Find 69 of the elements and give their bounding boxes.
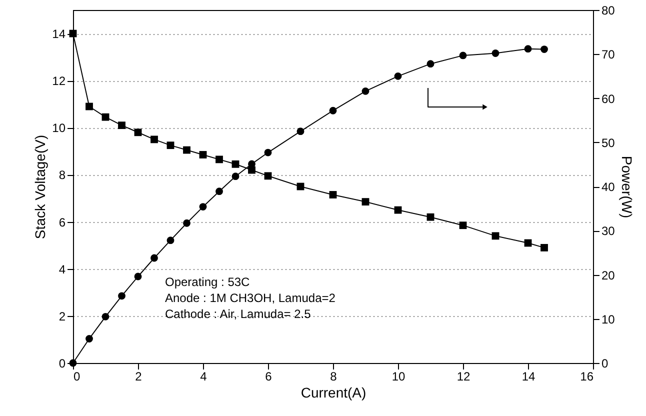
point xyxy=(216,188,223,196)
point xyxy=(524,45,532,53)
point xyxy=(394,72,402,80)
point xyxy=(540,46,548,53)
x-axis-title: Current(A) xyxy=(300,384,366,400)
point xyxy=(296,128,304,136)
point xyxy=(166,142,174,150)
point xyxy=(150,136,158,144)
point xyxy=(426,213,434,221)
y2-tick-label: 80 xyxy=(602,4,616,18)
y2-tick-label: 0 xyxy=(602,356,608,370)
y2-tick-label: 20 xyxy=(602,268,616,282)
point xyxy=(426,60,434,68)
point xyxy=(102,113,110,121)
annotation: Anode : 1M CH3OH, Lamuda=2 xyxy=(165,291,336,305)
point xyxy=(134,272,142,280)
point xyxy=(459,52,467,60)
point xyxy=(216,156,223,164)
point xyxy=(166,236,174,244)
point xyxy=(264,148,272,156)
y-tick-label: 10 xyxy=(52,121,66,136)
point xyxy=(102,312,110,320)
y2-tick-label: 40 xyxy=(602,180,616,194)
point xyxy=(118,122,126,130)
y-tick-label: 0 xyxy=(58,356,66,370)
y2-tick-label: 30 xyxy=(602,224,616,238)
point xyxy=(86,102,93,110)
point xyxy=(232,172,240,180)
point xyxy=(134,128,142,136)
y2-tick-label: 10 xyxy=(602,312,616,326)
y-tick-label: 14 xyxy=(52,27,66,42)
x-tick-label: 6 xyxy=(265,370,272,384)
y-axis-title: Stack Voltage(V) xyxy=(32,134,48,240)
x-tick-label: 8 xyxy=(330,370,338,384)
y2-axis-title: Power(W) xyxy=(618,156,635,218)
point xyxy=(264,172,272,180)
y2-tick-label: 50 xyxy=(602,136,616,150)
point xyxy=(199,151,207,158)
point xyxy=(362,198,370,206)
x-tick-label: 16 xyxy=(580,370,594,384)
y2-tick-label: 60 xyxy=(602,92,616,106)
point xyxy=(329,191,337,198)
point xyxy=(86,335,93,342)
point xyxy=(183,146,190,154)
point xyxy=(362,87,370,95)
y-tick-label: 2 xyxy=(58,309,66,324)
y-tick-label: 12 xyxy=(52,74,66,88)
point xyxy=(540,244,548,252)
point xyxy=(459,222,467,230)
point xyxy=(183,219,190,227)
point xyxy=(329,106,337,114)
y-tick-label: 6 xyxy=(58,215,66,230)
point xyxy=(199,203,207,210)
point xyxy=(492,232,500,240)
y-tick-label: 8 xyxy=(58,168,66,182)
x-tick-label: 14 xyxy=(522,370,536,384)
point xyxy=(118,292,126,300)
annotation: Cathode : Air, Lamuda= 2.5 xyxy=(165,307,312,321)
x-tick-label: 2 xyxy=(135,370,142,384)
x-tick-label: 0 xyxy=(74,370,80,384)
x-tick-label: 12 xyxy=(456,370,470,384)
y2-tick-label: 70 xyxy=(602,48,616,62)
x-tick-label: 4 xyxy=(200,370,208,384)
point xyxy=(492,50,500,57)
point xyxy=(232,160,240,168)
annotation: Operating : 53C xyxy=(165,275,250,289)
y-tick-label: 4 xyxy=(58,262,66,276)
x-tick-label: 10 xyxy=(392,370,406,384)
point xyxy=(150,254,158,262)
